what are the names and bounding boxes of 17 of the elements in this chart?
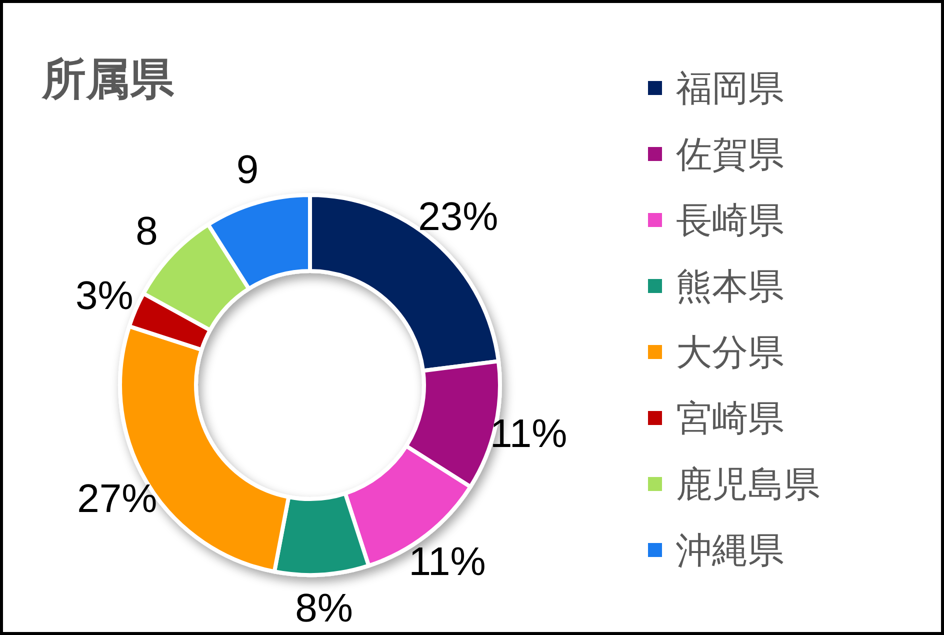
legend-label: 熊本県 [676,266,784,306]
data-label: 3% [76,274,134,318]
legend-label: 沖縄県 [676,530,784,570]
data-label: 11% [490,412,568,456]
data-label: 8% [295,586,353,631]
legend-label: 鹿児島県 [676,464,820,504]
data-label: 27% [77,477,158,522]
legend-label: 長崎県 [676,200,784,240]
data-label: 23% [418,194,498,239]
data-label: 8 [136,210,158,254]
chart-title: 所属県 [41,55,175,104]
legend-label: 佐賀県 [676,134,784,174]
legend-label: 宮崎県 [676,398,784,438]
legend-label: 福岡県 [676,68,784,108]
data-label: 9 [236,148,259,192]
data-label: 11% [408,540,486,584]
legend-label: 大分県 [676,332,784,372]
